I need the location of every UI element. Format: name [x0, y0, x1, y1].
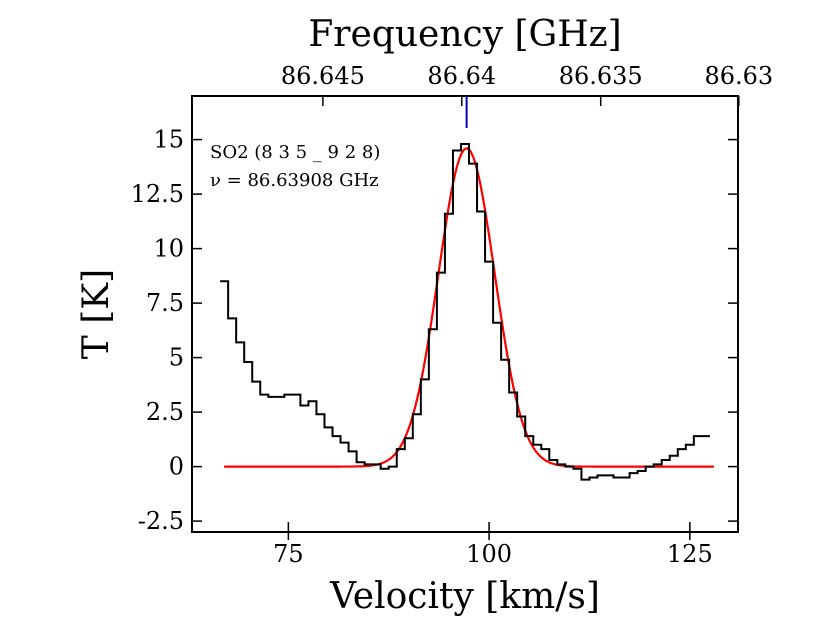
y-tick-label: 2.5: [146, 398, 184, 426]
y-tick-label: 5: [169, 344, 184, 372]
top-tick-label: 86.635: [559, 62, 643, 90]
x-tick-label: 100: [466, 540, 512, 568]
y-axis-title: T [K]: [76, 269, 117, 359]
top-axis-title: Frequency [GHz]: [308, 14, 621, 55]
plot-area: [192, 96, 738, 532]
x-tick-label: 75: [273, 540, 304, 568]
annotation-line-name: SO2 (8 3 5 _ 9 2 8): [210, 142, 380, 163]
spectrum-step-line: [220, 142, 710, 481]
y-tick-label: -2.5: [138, 507, 184, 535]
x-axis-title: Velocity [km/s]: [329, 576, 600, 617]
y-tick-label: 7.5: [146, 289, 184, 317]
top-tick-label: 86.645: [281, 62, 365, 90]
annotation-frequency: ν = 86.63908 GHz: [210, 170, 379, 191]
y-tick-label: 10: [153, 235, 184, 263]
y-tick-label: 12.5: [131, 180, 184, 208]
top-tick-label: 86.64: [427, 62, 496, 90]
y-tick-label: 0: [169, 453, 184, 481]
top-tick-label: 86.63: [704, 62, 773, 90]
marks-layer: [220, 96, 714, 481]
y-tick-label: 15: [153, 126, 184, 154]
plot-frame: [191, 95, 739, 533]
x-tick-label: 125: [667, 540, 713, 568]
labels-layer: 75 100 125 -2.5 0 2.5 5 7.5 10 12.5 15 86.645 86.64 8…: [131, 62, 774, 568]
